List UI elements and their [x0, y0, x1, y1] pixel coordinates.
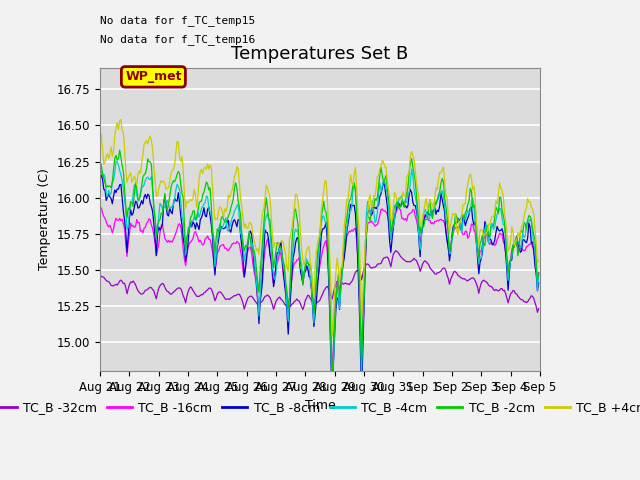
- TC_B +4cm: [228, 188, 236, 193]
- TC_B +4cm: [151, 177, 159, 182]
- TC_B +4cm: [243, 225, 250, 231]
- TC_B -2cm: [96, 158, 104, 164]
- TC_B -4cm: [250, 253, 258, 259]
- TC_B -2cm: [228, 201, 236, 207]
- TC_B -8cm: [151, 235, 159, 241]
- TC_B +4cm: [117, 117, 125, 122]
- TC_B -8cm: [228, 223, 236, 228]
- TC_B -32cm: [150, 288, 157, 294]
- Legend: TC_B -32cm, TC_B -16cm, TC_B -8cm, TC_B -4cm, TC_B -2cm, TC_B +4cm: TC_B -32cm, TC_B -16cm, TC_B -8cm, TC_B …: [0, 396, 640, 420]
- TC_B +4cm: [289, 215, 297, 221]
- TC_B -32cm: [96, 272, 104, 278]
- TC_B -32cm: [535, 306, 543, 312]
- TC_B -16cm: [513, 242, 520, 248]
- TC_B +4cm: [328, 334, 336, 340]
- TC_B -8cm: [96, 176, 104, 181]
- TC_B -32cm: [288, 301, 296, 307]
- TC_B -4cm: [96, 164, 104, 170]
- Line: TC_B -16cm: TC_B -16cm: [100, 205, 539, 378]
- TC_B -2cm: [250, 247, 258, 253]
- TC_B -32cm: [249, 295, 257, 300]
- Line: TC_B -8cm: TC_B -8cm: [100, 175, 539, 408]
- TC_B -4cm: [513, 236, 520, 242]
- TC_B -16cm: [227, 244, 235, 250]
- TC_B -8cm: [513, 233, 520, 239]
- Line: TC_B -32cm: TC_B -32cm: [100, 251, 539, 312]
- TC_B -32cm: [242, 302, 250, 308]
- TC_B -2cm: [328, 383, 336, 389]
- TC_B -32cm: [534, 310, 541, 315]
- TC_B -8cm: [250, 261, 258, 267]
- TC_B -8cm: [97, 172, 105, 178]
- TC_B -4cm: [243, 245, 250, 251]
- TC_B -16cm: [394, 202, 402, 208]
- Text: WP_met: WP_met: [125, 71, 182, 84]
- TC_B +4cm: [96, 133, 104, 139]
- TC_B -16cm: [150, 233, 157, 239]
- Text: No data for f_TC_temp16: No data for f_TC_temp16: [100, 35, 255, 45]
- TC_B -2cm: [116, 147, 124, 153]
- TC_B +4cm: [250, 237, 258, 243]
- TC_B -2cm: [513, 237, 520, 243]
- TC_B -4cm: [328, 392, 336, 398]
- Text: No data for f_TC_temp15: No data for f_TC_temp15: [100, 15, 255, 26]
- TC_B -16cm: [249, 260, 257, 266]
- Title: Temperatures Set B: Temperatures Set B: [232, 45, 408, 63]
- TC_B -2cm: [151, 215, 159, 221]
- TC_B -4cm: [151, 216, 159, 222]
- TC_B -2cm: [289, 224, 297, 229]
- X-axis label: Time: Time: [305, 399, 335, 412]
- TC_B -16cm: [242, 262, 250, 268]
- TC_B -32cm: [511, 291, 519, 297]
- Line: TC_B -2cm: TC_B -2cm: [100, 150, 539, 386]
- TC_B -32cm: [392, 248, 399, 253]
- TC_B -16cm: [288, 274, 296, 280]
- TC_B -4cm: [535, 271, 543, 277]
- TC_B -8cm: [289, 255, 297, 261]
- TC_B -4cm: [112, 158, 120, 164]
- TC_B -16cm: [328, 375, 336, 381]
- TC_B -32cm: [227, 295, 235, 301]
- Line: TC_B -4cm: TC_B -4cm: [100, 161, 539, 395]
- TC_B +4cm: [513, 237, 520, 242]
- TC_B -8cm: [328, 405, 336, 411]
- TC_B -16cm: [96, 205, 104, 211]
- TC_B -2cm: [535, 271, 543, 276]
- TC_B -8cm: [535, 280, 543, 286]
- TC_B -16cm: [535, 270, 543, 276]
- TC_B -4cm: [228, 216, 236, 221]
- TC_B -8cm: [243, 255, 250, 261]
- Line: TC_B +4cm: TC_B +4cm: [100, 120, 539, 337]
- TC_B -4cm: [289, 245, 297, 251]
- Y-axis label: Temperature (C): Temperature (C): [38, 168, 51, 270]
- TC_B +4cm: [535, 258, 543, 264]
- TC_B -2cm: [243, 244, 250, 250]
